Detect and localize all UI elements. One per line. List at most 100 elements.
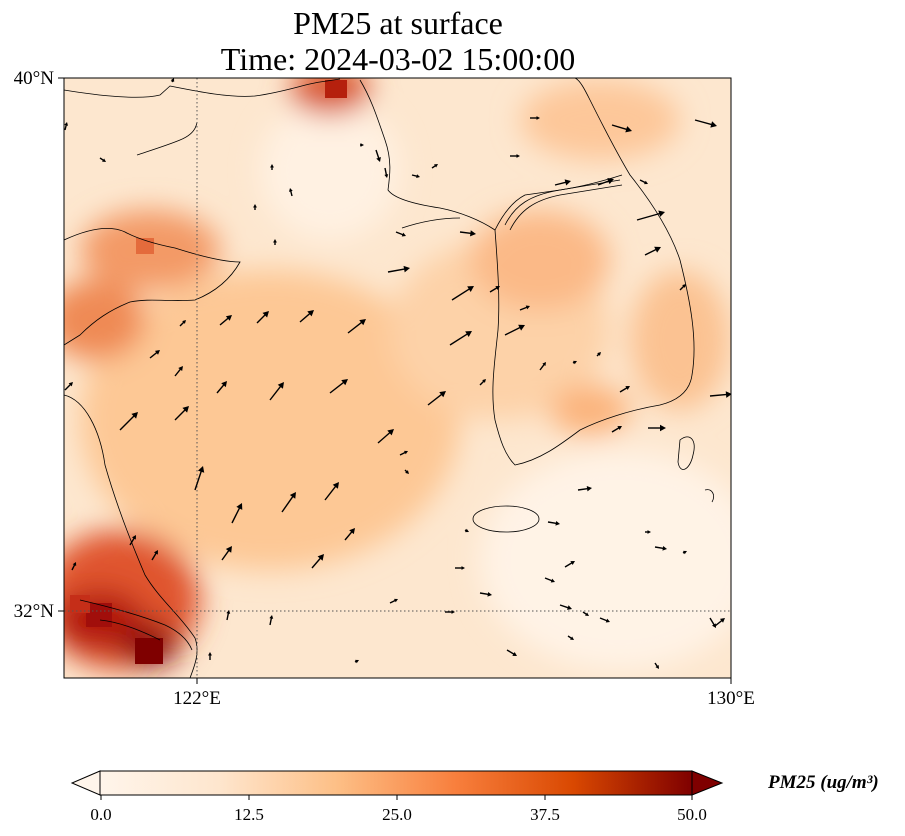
- wind-arrow-head: [605, 618, 610, 623]
- wind-arrow-head: [711, 623, 716, 628]
- wind-arrow-head: [658, 210, 665, 217]
- wind-arrow-shaft: [194, 469, 203, 491]
- wind-arrow-shaft: [329, 380, 346, 394]
- wind-arrow-head: [585, 612, 589, 616]
- wind-arrow-shaft: [377, 430, 392, 444]
- wind-arrow-head: [208, 652, 212, 656]
- wind-arrow-head: [225, 546, 232, 553]
- wind-arrow-head: [467, 286, 474, 293]
- wind-arrow-head: [178, 366, 183, 372]
- wind-arrow-shaft: [694, 119, 714, 126]
- wind-arrow-head: [542, 362, 546, 366]
- colorbar-tick-0: 0.0: [90, 805, 111, 824]
- wind-arrow-head: [253, 204, 257, 208]
- colorbar-tick-25: 25.0: [382, 805, 412, 824]
- wind-arrow-head: [495, 286, 500, 291]
- wind-arrow-head: [360, 143, 364, 147]
- wind-arrow-head: [439, 391, 446, 398]
- wind-arrow-head: [682, 284, 686, 288]
- wind-arrow-shaft: [119, 414, 136, 431]
- wind-arrow-head: [289, 492, 296, 499]
- wind-arrow-head: [570, 636, 574, 640]
- wind-arrow-head: [404, 450, 408, 455]
- coastlines: [64, 78, 714, 678]
- wind-arrow-head: [349, 528, 355, 535]
- gridlines: [64, 78, 731, 678]
- wind-arrow-head: [269, 615, 274, 619]
- wind-arrow-head: [277, 382, 284, 389]
- wind-arrow-shaft: [311, 556, 323, 569]
- wind-arrow-head: [732, 182, 736, 186]
- wind-vectors: [64, 78, 736, 669]
- wind-arrow-head: [359, 319, 366, 326]
- wind-arrow-shaft: [231, 505, 242, 524]
- wind-arrow-head: [262, 311, 269, 318]
- wind-arrow-shaft: [504, 325, 523, 336]
- wind-arrow-head: [567, 605, 572, 610]
- wind-arrow-head: [170, 78, 175, 82]
- wind-arrow-head: [465, 331, 472, 338]
- colorbar-title: PM25 (ug/m³): [768, 772, 879, 793]
- wind-arrow-head: [654, 246, 661, 253]
- lon-label-122e: 122°E: [173, 688, 221, 709]
- colorbar-tick-50: 50.0: [677, 805, 707, 824]
- wind-arrow-head: [416, 174, 420, 179]
- wind-arrow-head: [470, 230, 476, 237]
- wind-arrow-head: [660, 424, 666, 432]
- wind-arrow-head: [131, 535, 136, 540]
- wind-arrow-head: [564, 179, 571, 186]
- wind-arrow-shaft: [387, 267, 407, 273]
- wind-arrow-shaft: [611, 124, 629, 131]
- wind-arrow-shaft: [347, 320, 364, 334]
- wind-arrow-head: [487, 591, 492, 597]
- wind-arrow-head: [102, 158, 106, 162]
- wind-arrow-head: [68, 382, 73, 387]
- wind-arrow-head: [182, 406, 189, 413]
- wind-arrow-head: [516, 154, 520, 158]
- wind-arrow-head: [719, 618, 725, 623]
- map-frame: [63, 77, 732, 679]
- wind-arrow-shaft: [281, 494, 295, 513]
- wind-arrow-shaft: [299, 311, 312, 323]
- wind-arrow-head: [64, 122, 69, 126]
- wind-arrow-head: [197, 466, 205, 473]
- lat-label-40n: 40°N: [14, 68, 55, 89]
- pm25-field: [64, 78, 736, 678]
- wind-arrow-head: [434, 164, 438, 168]
- wind-arrow-shaft: [427, 392, 444, 406]
- colorbar-extend-min: [70, 770, 101, 796]
- wind-arrow-head: [131, 412, 138, 419]
- wind-arrow-head: [570, 561, 575, 566]
- wind-arrow-head: [236, 503, 243, 510]
- wind-arrow-head: [288, 188, 293, 192]
- wind-arrow-shaft: [324, 484, 338, 501]
- wind-arrow-head: [225, 315, 232, 321]
- wind-arrow-head: [270, 164, 274, 168]
- wind-arrow-head: [512, 651, 517, 656]
- wind-arrow-head: [384, 174, 389, 178]
- wind-arrow-head: [525, 305, 530, 310]
- wind-arrow-head: [403, 265, 410, 273]
- colorbar-extend-max: [691, 770, 724, 796]
- wind-arrow-shaft: [636, 212, 662, 221]
- wind-arrow-head: [221, 381, 227, 388]
- wind-arrow-head: [154, 350, 160, 355]
- wind-arrow-shaft: [709, 393, 729, 397]
- wind-arrow-head: [518, 324, 525, 331]
- wind-arrow-head: [655, 665, 659, 669]
- colorbar-tick-12-5: 12.5: [234, 805, 264, 824]
- map-subtitle-time: Time: 2024-03-02 15:00:00: [220, 41, 576, 77]
- axis-ticks: [58, 77, 732, 684]
- wind-arrow-head: [683, 550, 687, 555]
- map-title: PM25 at surface: [293, 5, 503, 41]
- wind-arrow-head: [482, 379, 486, 383]
- wind-arrow-head: [465, 528, 469, 533]
- pm25-hotspots: [70, 80, 347, 664]
- wind-arrow-head: [307, 310, 314, 317]
- wind-arrow-head: [555, 520, 560, 526]
- wind-arrow-head: [586, 486, 592, 492]
- wind-arrow-head: [405, 470, 409, 474]
- lon-label-130e: 130°E: [707, 688, 755, 709]
- wind-arrow-head: [625, 386, 630, 391]
